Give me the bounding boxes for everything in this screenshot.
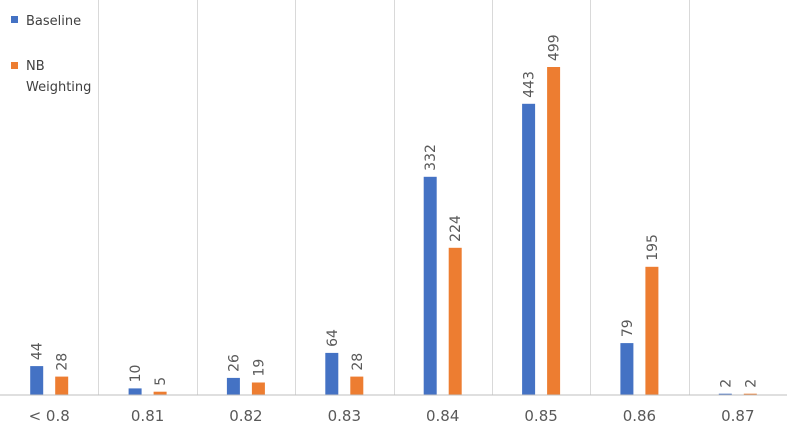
bar-baseline: [128, 388, 142, 395]
data-label-nb-weighting: 224: [448, 215, 464, 242]
bar-baseline: [226, 377, 240, 395]
x-tick-label: 0.85: [524, 407, 557, 425]
legend: Baseline NB Weighting: [11, 14, 91, 95]
x-tick-label: 0.82: [229, 407, 262, 425]
bar-nb-weighting: [350, 376, 364, 395]
data-labels: 44 28 10 5 26 19 64 28 332 224 443 499 79 195 2 2: [30, 34, 760, 387]
x-tick-label: 0.83: [328, 407, 361, 425]
data-label-nb-weighting: 195: [645, 234, 661, 261]
legend-swatch-nb-weighting: [11, 62, 18, 69]
x-tick-label: 0.87: [721, 407, 754, 425]
bar-nb-weighting: [448, 247, 462, 395]
data-label-baseline: 443: [522, 71, 538, 98]
bar-baseline: [718, 393, 732, 395]
bar-nb-weighting: [743, 393, 757, 395]
bar-nb-weighting: [153, 391, 167, 395]
data-label-nb-weighting: 2: [743, 379, 759, 388]
legend-label-nb-weighting: NB Weighting: [26, 59, 91, 95]
bar-nb-weighting: [251, 382, 265, 395]
bar-baseline: [620, 343, 634, 395]
data-label-nb-weighting: 5: [153, 377, 169, 386]
data-label-baseline: 2: [718, 379, 734, 388]
x-tick-label: < 0.8: [29, 407, 70, 425]
x-tick-labels: < 0.8 0.81 0.82 0.83 0.84 0.85 0.86 0.87: [29, 407, 755, 425]
data-label-baseline: 10: [128, 365, 144, 383]
bar-nb-weighting: [645, 266, 659, 395]
bar-baseline: [522, 103, 536, 396]
data-label-baseline: 79: [620, 319, 636, 337]
data-label-baseline: 64: [325, 329, 341, 347]
bar-baseline: [30, 366, 44, 395]
data-label-nb-weighting: 19: [251, 359, 267, 377]
bar-nb-weighting: [55, 376, 69, 395]
legend-label-baseline: Baseline: [26, 14, 81, 29]
x-tick-label: 0.84: [426, 407, 459, 425]
bar-baseline: [423, 176, 437, 395]
data-label-baseline: 26: [226, 354, 242, 372]
data-label-nb-weighting: 28: [55, 353, 71, 371]
bars: [30, 67, 757, 396]
data-label-baseline: 44: [30, 342, 46, 360]
data-label-nb-weighting: 28: [350, 353, 366, 371]
x-tick-label: 0.86: [623, 407, 656, 425]
bar-baseline: [325, 352, 339, 395]
bar-nb-weighting: [547, 67, 561, 395]
x-tick-label: 0.81: [131, 407, 164, 425]
data-label-nb-weighting: 499: [547, 34, 563, 61]
legend-swatch-baseline: [11, 16, 18, 23]
gridlines: [98, 0, 690, 395]
data-label-baseline: 332: [423, 144, 439, 171]
